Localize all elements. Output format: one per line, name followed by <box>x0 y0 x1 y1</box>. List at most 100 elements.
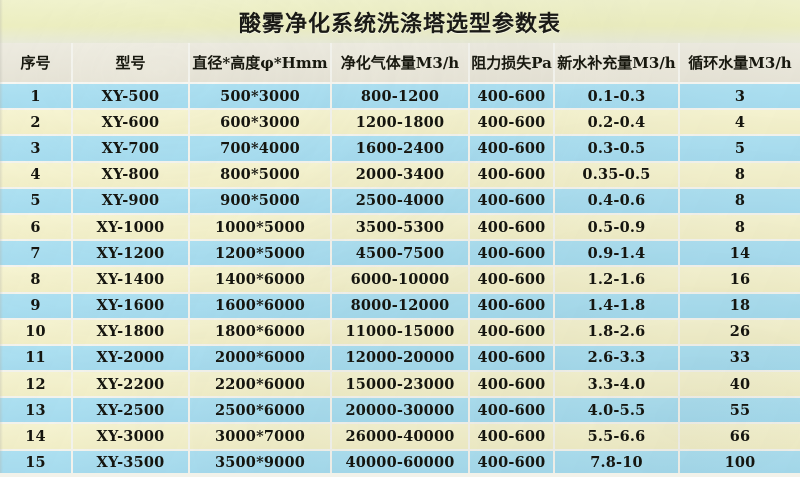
table-cell-r13-c1: XY-2500 <box>73 398 190 423</box>
table-cell-r4-c2: 800*5000 <box>190 162 332 187</box>
table-row: 10 XY-1800 1800*6000 11000-15000 400-600 1.8-… <box>0 319 800 346</box>
table-cell-r7-c1: XY-1200 <box>73 241 190 266</box>
column-header-4: 阻力损失Pa <box>470 43 555 82</box>
table-cell-r2-c4: 400-600 <box>470 110 555 135</box>
table-cell-r12-c1: XY-2200 <box>73 372 190 397</box>
table-cell-r7-c4: 400-600 <box>470 241 555 266</box>
table-cell-r10-c5: 1.8-2.6 <box>555 319 680 344</box>
table-cell-r14-c2: 3000*7000 <box>190 424 332 449</box>
table-row: 12 XY-2200 2200*6000 15000-23000 400-600 3.3-… <box>0 372 800 399</box>
table-cell-r10-c0: 10 <box>0 319 73 344</box>
table-cell-r9-c1: XY-1600 <box>73 293 190 318</box>
page-title: 酸雾净化系统洗涤塔选型参数表 <box>238 10 561 37</box>
table-row: 14 XY-3000 3000*7000 26000-40000 400-600 5.5-… <box>0 424 800 451</box>
table-cell-r15-c6: 100 <box>680 450 800 475</box>
table-row: 9 XY-1600 1600*6000 8000-12000 400-600 1.4-1.… <box>0 293 800 320</box>
table-cell-r5-c4: 400-600 <box>470 188 555 213</box>
table-cell-r9-c2: 1600*6000 <box>190 293 332 318</box>
table-cell-r7-c6: 14 <box>680 241 800 266</box>
table-cell-r6-c4: 400-600 <box>470 214 555 240</box>
table-cell-r14-c3: 26000-40000 <box>332 424 470 449</box>
table-cell-r11-c1: XY-2000 <box>73 345 190 371</box>
table-cell-r15-c1: XY-3500 <box>73 450 190 475</box>
table-cell-r6-c1: XY-1000 <box>73 214 190 240</box>
table-cell-r10-c1: XY-1800 <box>73 319 190 344</box>
table-cell-r3-c3: 1600-2400 <box>332 136 470 161</box>
table-cell-r8-c1: XY-1400 <box>73 267 190 292</box>
table-cell-r14-c1: XY-3000 <box>73 424 190 449</box>
table-cell-r8-c6: 16 <box>680 267 800 292</box>
table-row: 8 XY-1400 1400*6000 6000-10000 400-600 1.2-1.… <box>0 267 800 294</box>
table-cell-r13-c0: 13 <box>0 398 73 423</box>
table-cell-r2-c5: 0.2-0.4 <box>555 110 680 135</box>
table-cell-r15-c4: 400-600 <box>470 450 555 475</box>
table-cell-r3-c1: XY-700 <box>73 136 190 161</box>
table-cell-r6-c2: 1000*5000 <box>190 214 332 240</box>
table-cell-r5-c0: 5 <box>0 188 73 213</box>
table-cell-r13-c5: 4.0-5.5 <box>555 398 680 423</box>
table-cell-r11-c2: 2000*6000 <box>190 345 332 371</box>
column-header-0: 序号 <box>0 43 73 82</box>
table-cell-r10-c4: 400-600 <box>470 319 555 344</box>
table-cell-r12-c3: 15000-23000 <box>332 372 470 397</box>
table-cell-r2-c6: 4 <box>680 110 800 135</box>
table-cell-r11-c3: 12000-20000 <box>332 345 470 371</box>
table-cell-r12-c6: 40 <box>680 372 800 397</box>
table-cell-r13-c6: 55 <box>680 398 800 423</box>
table-cell-r9-c6: 18 <box>680 293 800 318</box>
table-cell-r10-c6: 26 <box>680 319 800 344</box>
table-cell-r14-c4: 400-600 <box>470 424 555 449</box>
table-cell-r12-c0: 12 <box>0 372 73 397</box>
table-cell-r4-c5: 0.35-0.5 <box>555 162 680 187</box>
table-row: 7 XY-1200 1200*5000 4500-7500 400-600 0.9-1.4… <box>0 241 800 268</box>
table-cell-r14-c6: 66 <box>680 424 800 449</box>
table-cell-r1-c4: 400-600 <box>470 84 555 109</box>
table-cell-r15-c0: 15 <box>0 450 73 475</box>
parameter-table: 序号 型号 直径*高度φ*Hmm 净化气体量M3/h 阻力损失Pa 新水补充量M3/h 循环… <box>0 43 800 477</box>
table-cell-r1-c6: 3 <box>680 84 800 109</box>
table-cell-r5-c2: 900*5000 <box>190 188 332 213</box>
table-cell-r6-c0: 6 <box>0 214 73 240</box>
table-row: 1 XY-500 500*3000 800-1200 400-600 0.1-0.3 3 <box>0 84 800 111</box>
table-cell-r8-c3: 6000-10000 <box>332 267 470 292</box>
table-cell-r4-c0: 4 <box>0 162 73 187</box>
table-cell-r9-c5: 1.4-1.8 <box>555 293 680 318</box>
table-cell-r6-c5: 0.5-0.9 <box>555 214 680 240</box>
table-cell-r5-c3: 2500-4000 <box>332 188 470 213</box>
table-cell-r8-c4: 400-600 <box>470 267 555 292</box>
table-cell-r8-c0: 8 <box>0 267 73 292</box>
table-cell-r2-c3: 1200-1800 <box>332 110 470 135</box>
table-header-row: 序号 型号 直径*高度φ*Hmm 净化气体量M3/h 阻力损失Pa 新水补充量M3/h 循环… <box>0 43 800 84</box>
table-cell-r14-c0: 14 <box>0 424 73 449</box>
table-cell-r3-c5: 0.3-0.5 <box>555 136 680 161</box>
column-header-2: 直径*高度φ*Hmm <box>190 43 332 82</box>
table-cell-r5-c1: XY-900 <box>73 188 190 213</box>
table-cell-r2-c0: 2 <box>0 110 73 135</box>
table-cell-r9-c4: 400-600 <box>470 293 555 318</box>
table-cell-r11-c4: 400-600 <box>470 345 555 371</box>
table-cell-r11-c5: 2.6-3.3 <box>555 345 680 371</box>
table-row: 6 XY-1000 1000*5000 3500-5300 400-600 0.5-0.9… <box>0 214 800 242</box>
table-cell-r10-c3: 11000-15000 <box>332 319 470 344</box>
table-cell-r4-c3: 2000-3400 <box>332 162 470 187</box>
table-cell-r13-c4: 400-600 <box>470 398 555 423</box>
table-cell-r11-c6: 33 <box>680 345 800 371</box>
table-cell-r3-c4: 400-600 <box>470 136 555 161</box>
table-cell-r1-c1: XY-500 <box>73 84 190 109</box>
table-row: 13 XY-2500 2500*6000 20000-30000 400-600 4.0-… <box>0 398 800 425</box>
table-cell-r1-c5: 0.1-0.3 <box>555 84 680 109</box>
column-header-5: 新水补充量M3/h <box>555 43 680 82</box>
table-cell-r1-c2: 500*3000 <box>190 84 332 109</box>
table-cell-r7-c0: 7 <box>0 241 73 266</box>
table-cell-r13-c3: 20000-30000 <box>332 398 470 423</box>
table-row: 15 XY-3500 3500*9000 40000-60000 400-600 7.8-… <box>0 450 800 477</box>
column-header-3: 净化气体量M3/h <box>332 43 470 82</box>
table-cell-r11-c0: 11 <box>0 345 73 371</box>
table-row: 3 XY-700 700*4000 1600-2400 400-600 0.3-0.5 5 <box>0 136 800 163</box>
table-row: 2 XY-600 600*3000 1200-1800 400-600 0.2-0.4 4 <box>0 110 800 137</box>
table-cell-r2-c2: 600*3000 <box>190 110 332 135</box>
table-cell-r4-c1: XY-800 <box>73 162 190 187</box>
column-header-1: 型号 <box>73 43 190 82</box>
table-cell-r8-c2: 1400*6000 <box>190 267 332 292</box>
